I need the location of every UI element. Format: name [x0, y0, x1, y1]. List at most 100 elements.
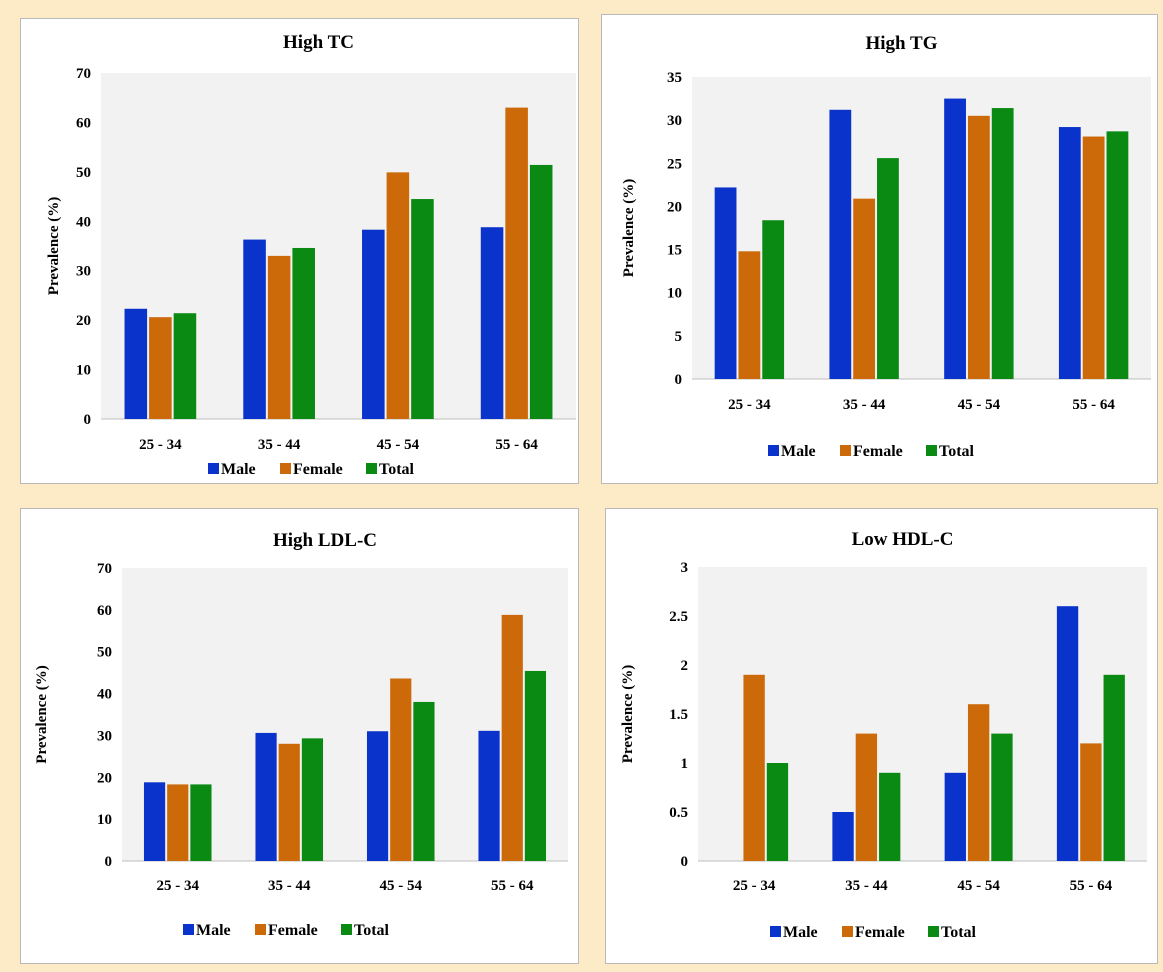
- legend-label-total: Total: [354, 922, 390, 939]
- y-axis-label: Prevalence (%): [620, 665, 636, 763]
- bar-total-3: [1106, 131, 1129, 379]
- bar-total-1: [877, 158, 899, 379]
- bar-female-2: [967, 115, 990, 379]
- legend-swatch-female: [840, 445, 851, 456]
- y-tick-label: 70: [76, 66, 91, 82]
- y-tick-label: 0: [105, 854, 113, 870]
- x-tick-label: 45 - 54: [377, 437, 420, 453]
- legend-label-male: Male: [221, 461, 256, 478]
- y-tick-label: 10: [76, 363, 91, 379]
- bar-total-0: [766, 763, 789, 861]
- x-tick-label: 45 - 54: [380, 878, 423, 894]
- bar-female-0: [743, 674, 765, 861]
- bar-male-3: [1058, 127, 1081, 379]
- bar-total-2: [413, 701, 435, 861]
- bar-total-2: [991, 108, 1014, 379]
- chart-svg: High TC Prevalence (%) 0 10 20 30 40 50 60 70 25 -…: [46, 32, 576, 478]
- plot-area: [101, 73, 576, 419]
- chart-svg: High TG Prevalence (%) 0 5 10 15 20 25 30 35 25 - …: [621, 33, 1151, 460]
- y-tick-label: 2: [681, 658, 689, 674]
- bar-male-3: [1056, 606, 1079, 861]
- chart-panel-high-tg: High TG Prevalence (%) 0 5 10 15 20 25 30 35 25 - …: [601, 14, 1158, 484]
- legend-label-male: Male: [783, 924, 818, 941]
- chart-title: High TG: [866, 33, 938, 54]
- legend-label-female: Female: [293, 461, 343, 478]
- x-tick-label: 45 - 54: [957, 878, 1000, 894]
- bar-male-0: [143, 782, 166, 861]
- bar-total-0: [190, 784, 212, 861]
- y-tick-label: 30: [76, 264, 91, 280]
- chart-panel-low-hdl-c: Low HDL-C Prevalence (%) 0 0.5 1 1.5 2 2.5 3 25 -…: [605, 508, 1158, 964]
- legend-label-male: Male: [196, 922, 231, 939]
- plot-area: [122, 568, 568, 861]
- bar-male-2: [944, 772, 966, 861]
- x-tick-label: 35 - 44: [258, 437, 301, 453]
- y-tick-label: 0: [84, 412, 92, 428]
- x-tick-label: 45 - 54: [958, 397, 1001, 413]
- y-tick-label: 2.5: [669, 609, 688, 625]
- plot-area: [692, 77, 1151, 379]
- chart-title: High TC: [283, 32, 354, 53]
- chart-panel-high-ldl-c: High LDL-C Prevalence (%) 0 10 20 30 40 50 60 70 2…: [20, 508, 579, 964]
- y-tick-label: 3: [681, 560, 689, 576]
- bar-total-0: [173, 313, 197, 419]
- bar-female-1: [855, 733, 878, 861]
- y-tick-label: 10: [667, 286, 682, 302]
- chart-svg: Low HDL-C Prevalence (%) 0 0.5 1 1.5 2 2.5 3 25 -…: [620, 529, 1147, 941]
- legend-swatch-total: [366, 463, 377, 474]
- x-tick-label: 55 - 64: [491, 878, 534, 894]
- bar-male-2: [944, 98, 966, 380]
- legend-swatch-total: [928, 926, 939, 937]
- bar-female-1: [853, 198, 876, 379]
- chart-title: Low HDL-C: [852, 529, 954, 550]
- bar-total-3: [1103, 674, 1125, 861]
- bar-male-3: [478, 730, 500, 861]
- y-tick-label: 15: [667, 243, 682, 259]
- legend-swatch-male: [770, 926, 781, 937]
- bar-total-1: [292, 247, 315, 419]
- legend-swatch-female: [842, 926, 853, 937]
- bar-female-3: [501, 614, 523, 861]
- y-axis-label: Prevalence (%): [621, 179, 637, 277]
- bar-total-3: [524, 670, 547, 861]
- y-tick-label: 30: [97, 728, 112, 744]
- bar-female-2: [967, 704, 990, 861]
- bar-male-0: [124, 308, 148, 419]
- legend-label-male: Male: [781, 443, 816, 460]
- bar-total-1: [301, 738, 324, 861]
- legend-label-female: Female: [855, 924, 905, 941]
- x-tick-label: 25 - 34: [139, 437, 182, 453]
- y-tick-label: 10: [97, 812, 112, 828]
- legend-label-female: Female: [853, 443, 903, 460]
- y-tick-label: 60: [76, 115, 91, 131]
- y-tick-label: 50: [97, 645, 112, 661]
- y-tick-label: 40: [97, 687, 112, 703]
- x-tick-label: 55 - 64: [1072, 397, 1115, 413]
- bar-total-3: [529, 164, 553, 419]
- bar-male-3: [480, 227, 504, 419]
- y-tick-label: 70: [97, 561, 112, 577]
- legend-swatch-female: [280, 463, 291, 474]
- y-tick-label: 5: [675, 329, 683, 345]
- y-tick-label: 0: [675, 372, 683, 388]
- bar-female-3: [1082, 136, 1105, 379]
- legend-swatch-male: [208, 463, 219, 474]
- bar-female-3: [1080, 743, 1102, 861]
- x-tick-label: 35 - 44: [845, 878, 888, 894]
- y-tick-label: 1: [681, 756, 689, 772]
- legend-swatch-total: [926, 445, 937, 456]
- bar-male-1: [243, 239, 266, 419]
- legend-label-total: Total: [379, 461, 415, 478]
- x-tick-label: 55 - 64: [1070, 878, 1113, 894]
- bar-male-1: [255, 732, 277, 861]
- bar-female-0: [738, 251, 761, 379]
- legend-swatch-total: [341, 924, 352, 935]
- bar-female-3: [505, 107, 528, 419]
- y-tick-label: 60: [97, 603, 112, 619]
- bar-total-2: [991, 733, 1013, 861]
- bar-male-2: [362, 229, 385, 419]
- bar-total-1: [879, 772, 901, 861]
- x-tick-label: 35 - 44: [268, 878, 311, 894]
- y-tick-label: 20: [667, 199, 682, 215]
- bar-female-2: [386, 172, 410, 419]
